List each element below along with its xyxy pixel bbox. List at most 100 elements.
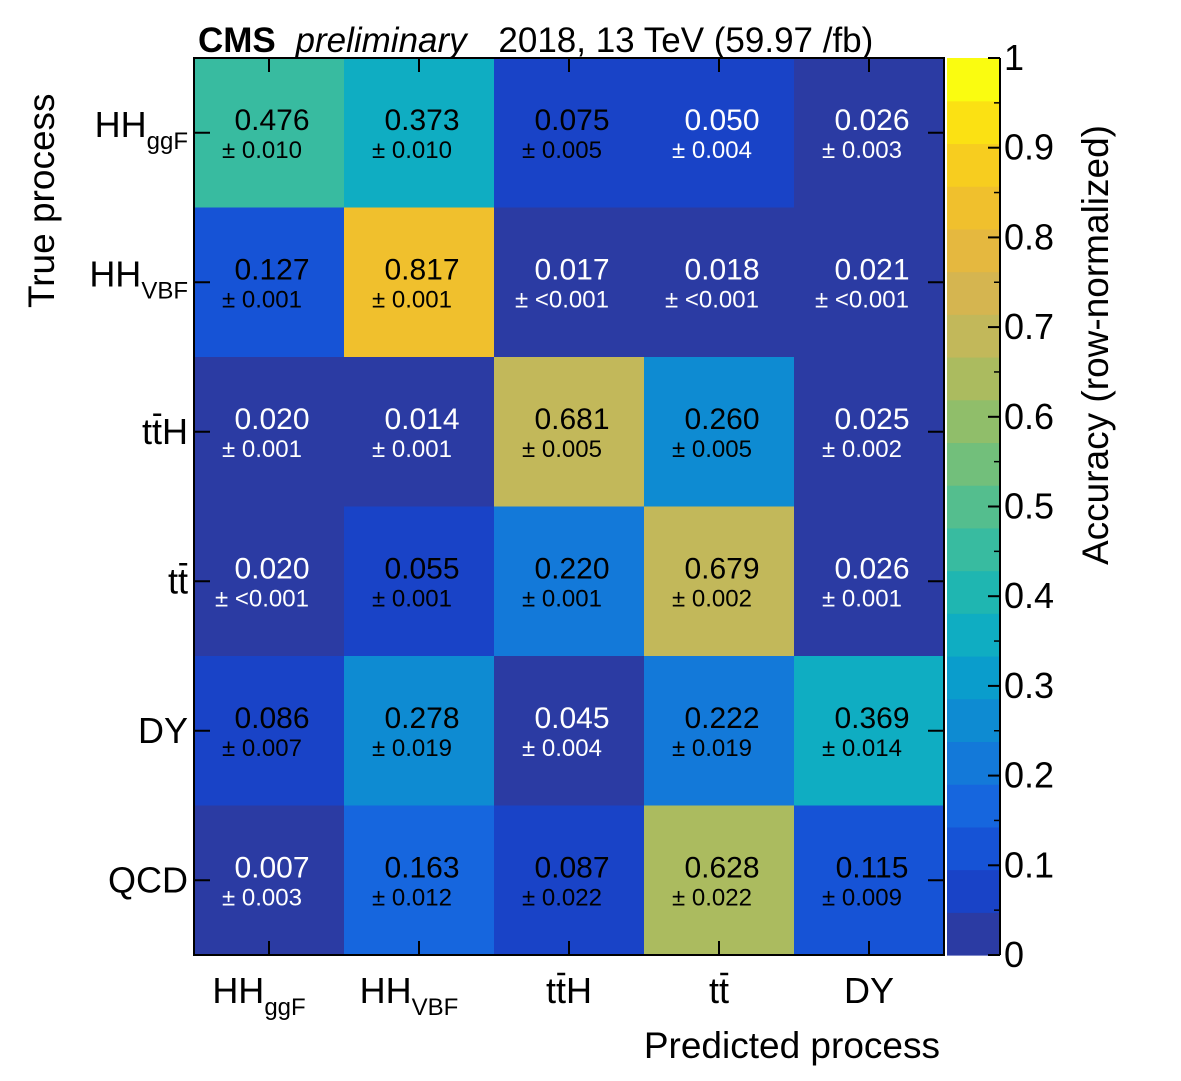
cell-uncertainty-label: ± 0.005 (672, 436, 752, 463)
colorbar-tick-label: 0.1 (1004, 844, 1054, 885)
y-category-label: ttH (142, 411, 188, 452)
cell-uncertainty-label: ± 0.001 (222, 436, 302, 463)
colorbar-segment (947, 228, 1000, 273)
heatmap-cell (494, 805, 645, 956)
heatmap-cell (494, 207, 645, 358)
cell-uncertainty-label: ± 0.019 (372, 735, 452, 762)
cell-value-label: 0.369 (834, 702, 909, 735)
heatmap-cell (344, 656, 495, 806)
cell-uncertainty-label: ± 0.003 (822, 137, 902, 164)
colorbar-axis-title: Accuracy (row-normalized) (1075, 125, 1116, 565)
colorbar-segment (947, 527, 1000, 572)
heatmap-cell (344, 805, 495, 956)
y-category-label: HHVBF (89, 253, 188, 304)
x-category-label: ttH (546, 970, 592, 1011)
colorbar-tick-label: 0.6 (1004, 396, 1054, 437)
cell-uncertainty-label: ± 0.003 (222, 885, 302, 912)
colorbar-segment (947, 698, 1000, 743)
colorbar-segment (947, 869, 1000, 913)
x-category-label: DY (844, 970, 894, 1011)
cell-uncertainty-label: ± 0.002 (672, 586, 752, 613)
colorbar-segment (947, 826, 1000, 871)
colorbar-tick-label: 0.3 (1004, 665, 1054, 706)
figure-title: CMS preliminary 2018, 13 TeV (59.97 /fb) (198, 21, 873, 60)
heatmap-cell (344, 58, 495, 208)
heatmap-cell (194, 506, 345, 657)
cell-uncertainty-label: ± 0.004 (522, 735, 602, 762)
colorbar-segment (947, 613, 1000, 657)
cell-value-label: 0.127 (234, 254, 309, 287)
cell-uncertainty-label: ± 0.005 (522, 436, 602, 463)
cell-value-label: 0.222 (684, 702, 759, 735)
cell-value-label: 0.086 (234, 702, 309, 735)
cell-value-label: 0.045 (534, 702, 609, 735)
cell-uncertainty-label: ± 0.009 (822, 885, 902, 912)
cell-value-label: 0.018 (684, 254, 759, 287)
colorbar-tick-label: 0.8 (1004, 216, 1054, 257)
cell-value-label: 0.020 (234, 403, 309, 436)
colorbar-tick-label: 0.2 (1004, 755, 1054, 796)
heatmap-cell (794, 805, 945, 956)
cell-value-label: 0.075 (534, 104, 609, 137)
colorbar-tick-label: 0 (1004, 934, 1024, 975)
colorbar-segment (947, 314, 1000, 358)
cell-value-label: 0.817 (384, 254, 459, 287)
cell-value-label: 0.014 (384, 403, 459, 436)
heatmap-cell (344, 506, 495, 657)
cell-uncertainty-label: ± 0.022 (522, 885, 602, 912)
cell-value-label: 0.115 (836, 852, 909, 885)
x-category-label: HHggF (212, 970, 305, 1021)
colorbar-tick-label: 0.9 (1004, 127, 1054, 168)
cell-value-label: 0.278 (384, 702, 459, 735)
cell-uncertainty-label: ± 0.001 (222, 287, 302, 314)
colorbar-segment (947, 100, 1000, 145)
cell-value-label: 0.163 (384, 852, 459, 885)
colorbar-segment (947, 186, 1000, 230)
x-axis-title: Predicted process (644, 1025, 940, 1066)
cell-uncertainty-label: ± 0.012 (372, 885, 452, 912)
cell-value-label: 0.021 (834, 254, 909, 287)
colorbar-segment (947, 442, 1000, 486)
cell-uncertainty-label: ± <0.001 (215, 586, 309, 613)
cell-uncertainty-label: ± <0.001 (815, 287, 909, 314)
cell-uncertainty-label: ± 0.001 (372, 436, 452, 463)
cell-uncertainty-label: ± 0.010 (372, 137, 452, 164)
colorbar-segment (947, 271, 1000, 315)
cell-value-label: 0.055 (384, 553, 459, 586)
colorbar-tick-label: 0.5 (1004, 486, 1054, 527)
colorbar-tick-label: 1 (1004, 37, 1024, 78)
colorbar-tick-label: 0.7 (1004, 306, 1054, 347)
heatmap-cell (494, 357, 645, 507)
cell-value-label: 0.260 (684, 403, 759, 436)
cell-value-label: 0.007 (234, 852, 309, 885)
colorbar-segment (947, 143, 1000, 187)
colorbar-segment (947, 912, 1000, 956)
cell-uncertainty-label: ± 0.007 (222, 735, 302, 762)
colorbar-segment (947, 58, 1000, 102)
heatmap-cell (794, 506, 945, 657)
colorbar-segment (947, 741, 1000, 785)
color-scale-bar: 0 0.1 0.2 0.3 0.4 0.5 0.6 0.7 0.8 0.9 1 (947, 37, 1054, 975)
cell-uncertainty-label: ± 0.001 (522, 586, 602, 613)
cell-value-label: 0.681 (534, 403, 609, 436)
cell-value-label: 0.026 (834, 104, 909, 137)
heatmap-cell (794, 207, 945, 358)
heatmap-cell (644, 506, 795, 657)
colorbar-segment (947, 570, 1000, 614)
heatmap-cell (644, 207, 795, 358)
cell-value-label: 0.679 (684, 553, 759, 586)
cell-value-label: 0.025 (834, 403, 909, 436)
heatmap-cell (194, 805, 345, 956)
y-category-label: QCD (108, 859, 188, 900)
experiment-label: CMS (198, 21, 276, 60)
heatmap-cell (644, 58, 795, 208)
colorbar-segment (947, 357, 1000, 401)
x-category-label: HHVBF (360, 970, 459, 1021)
heatmap-cell (494, 656, 645, 806)
heatmap-cell (494, 58, 645, 208)
y-category-label: DY (138, 710, 188, 751)
conditions-label: 2018, 13 TeV (59.97 /fb) (498, 21, 873, 60)
heatmap-cell (344, 207, 495, 358)
heatmap-cell (794, 656, 945, 806)
